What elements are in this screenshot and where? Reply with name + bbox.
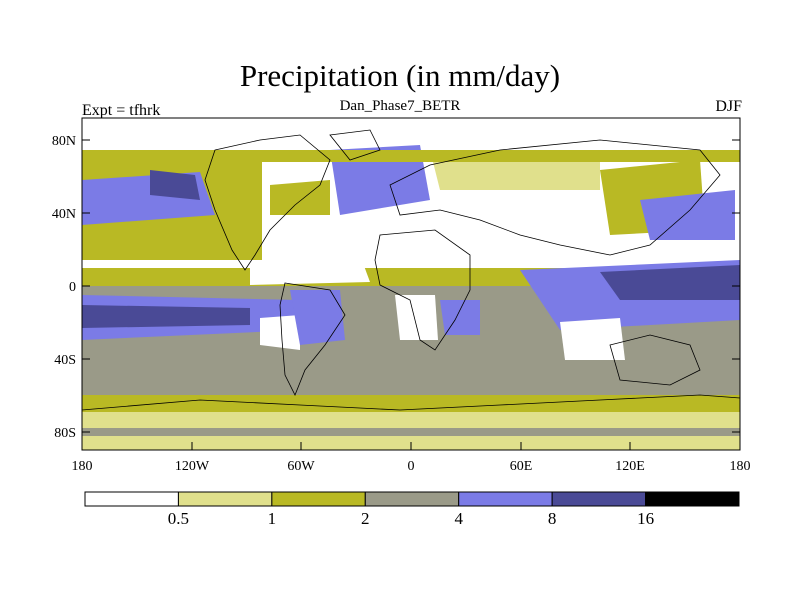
field-amazon bbox=[290, 290, 345, 345]
map-title: Precipitation (in mm/day) bbox=[239, 58, 561, 93]
lat-ticks bbox=[82, 139, 740, 433]
colorbar-label: 8 bbox=[548, 509, 557, 528]
coast-south-america bbox=[279, 282, 346, 396]
colorbar-swatch bbox=[551, 491, 647, 507]
lon-label-120e: 120E bbox=[615, 459, 645, 474]
field-dry-zone bbox=[395, 295, 438, 340]
lon-label-60e: 60E bbox=[510, 459, 533, 474]
coast-greenland bbox=[329, 129, 381, 161]
colorbar-swatch bbox=[645, 491, 740, 507]
lon-label-60w: 60W bbox=[287, 459, 315, 474]
field-band bbox=[82, 150, 740, 162]
map-subtitle: Dan_Phase7_BETR bbox=[339, 98, 461, 114]
field-pacific-core bbox=[82, 305, 250, 328]
field-atlantic-storm bbox=[330, 145, 430, 215]
field-band bbox=[82, 395, 740, 417]
lon-label-180e: 180 bbox=[730, 459, 751, 474]
colorbar-label: 4 bbox=[454, 509, 463, 528]
coast-eurasia bbox=[389, 139, 721, 256]
lat-label-80n: 80N bbox=[52, 134, 76, 149]
field-pacific-core bbox=[150, 170, 200, 200]
colorbar-label: 0.5 bbox=[168, 509, 189, 528]
colorbar-swatch bbox=[364, 491, 460, 507]
lon-label-0: 0 bbox=[408, 459, 415, 474]
field-pacific-storm bbox=[640, 190, 735, 240]
field-warm-pool bbox=[600, 265, 740, 300]
colorbar-label: 1 bbox=[268, 509, 277, 528]
colorbar-swatch bbox=[271, 491, 366, 507]
season-label: DJF bbox=[715, 98, 742, 115]
coast-north-america bbox=[204, 134, 331, 271]
coast-australia bbox=[609, 334, 701, 386]
field-dry-zone bbox=[260, 315, 300, 350]
colorbar-label: 2 bbox=[361, 509, 370, 528]
lat-label-80s: 80S bbox=[54, 426, 76, 441]
coastlines bbox=[82, 129, 740, 411]
field-dry-zone bbox=[250, 255, 370, 285]
lon-label-180w: 180 bbox=[72, 459, 93, 474]
lat-label-40s: 40S bbox=[54, 353, 76, 368]
colorbar-label: 16 bbox=[637, 509, 654, 528]
colorbar: 0.5 1 2 4 8 16 bbox=[84, 491, 740, 528]
lon-label-120w: 120W bbox=[175, 459, 210, 474]
lat-label-0: 0 bbox=[69, 280, 76, 295]
field-dry-zone bbox=[560, 318, 625, 360]
lat-label-40n: 40N bbox=[52, 207, 76, 222]
colorbar-swatch bbox=[177, 491, 273, 507]
coast-antarctica bbox=[82, 394, 740, 411]
field-band bbox=[270, 180, 330, 215]
field-band bbox=[82, 412, 740, 430]
colorbar-swatch bbox=[458, 491, 553, 507]
map-field bbox=[82, 118, 740, 450]
experiment-label: Expt = tfhrk bbox=[82, 102, 161, 119]
colorbar-swatch bbox=[84, 491, 179, 507]
coast-africa bbox=[374, 229, 471, 351]
lon-ticks bbox=[81, 442, 741, 450]
field-congo bbox=[440, 300, 480, 335]
